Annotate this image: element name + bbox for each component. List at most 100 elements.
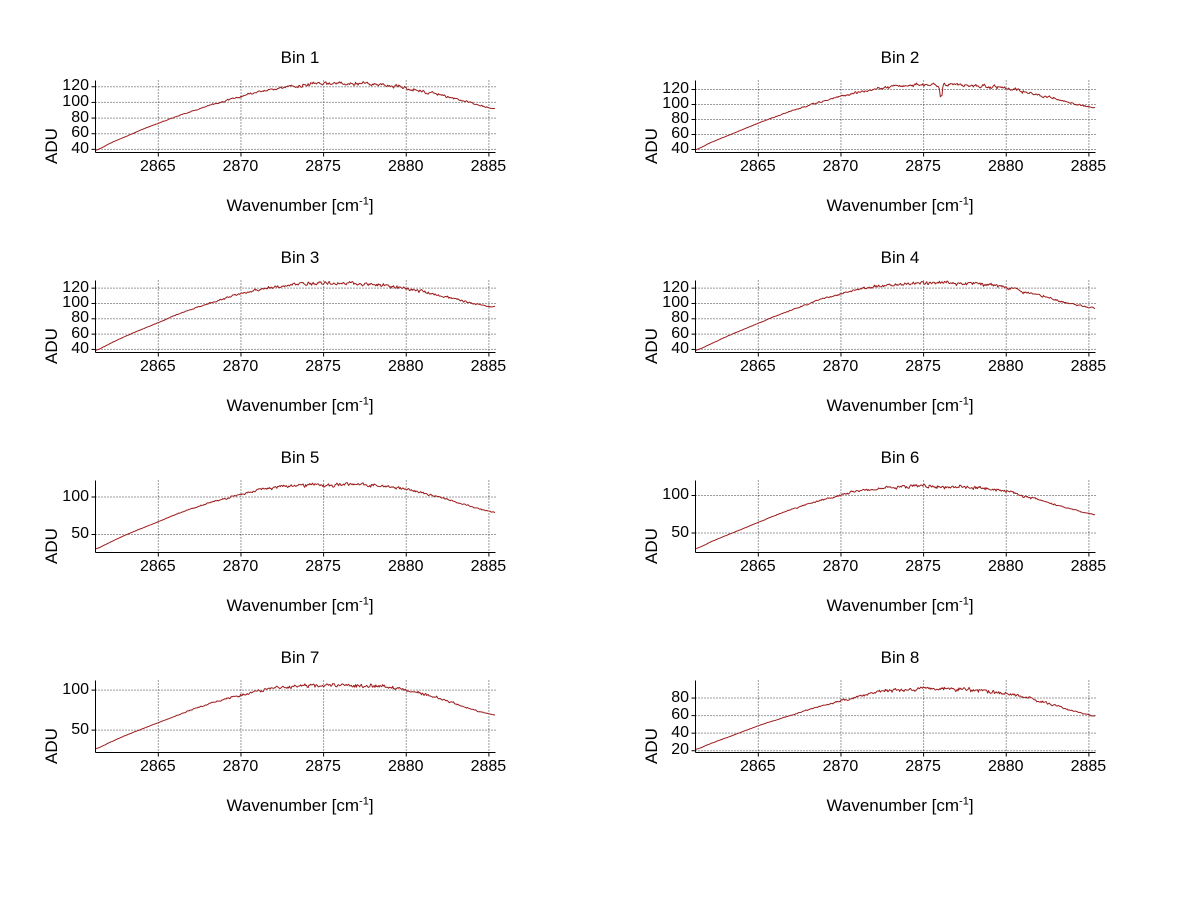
subplot-title: Bin 5: [280, 448, 320, 467]
x-tick-label: 2870: [822, 158, 859, 175]
y-tick-label: 60: [671, 706, 689, 724]
x-axis-label-exponent: -1: [959, 795, 969, 808]
y-tick-label: 80: [671, 688, 689, 706]
x-tick-label: 2865: [740, 358, 776, 375]
y-tick-label: 60: [671, 324, 689, 342]
y-tick-label: 100: [662, 486, 689, 503]
axis-spines: [91, 80, 496, 157]
x-tick-label: 2870: [822, 558, 859, 575]
x-axis-label-exponent: -1: [359, 795, 369, 808]
x-tick-label: 2885: [470, 358, 507, 375]
x-axis-label: Wavenumber [cm-1]: [695, 796, 1105, 816]
y-tick-label: 100: [62, 487, 89, 505]
x-tick-labels: 2865 2870 2875 2880 2885: [695, 158, 1106, 180]
data-series-line: [94, 81, 496, 151]
gridlines: [695, 80, 1096, 153]
x-axis-label-text: Wavenumber [cm: [826, 196, 960, 215]
y-tick-label: 80: [71, 309, 89, 327]
x-axis-label-bracket: ]: [968, 396, 974, 415]
x-tick-label: 2865: [140, 558, 176, 575]
y-tick-labels: 40 60 80 100 120: [640, 279, 692, 356]
y-tick-label: 50: [71, 525, 89, 542]
x-tick-label: 2870: [222, 758, 259, 775]
plot-area: [691, 280, 1096, 357]
x-tick-label: 2885: [470, 558, 507, 575]
gridlines: [95, 280, 496, 353]
x-axis-label-text: Wavenumber [cm: [826, 596, 960, 615]
y-tick-label: 60: [71, 124, 89, 142]
x-axis-label-exponent: -1: [359, 595, 369, 608]
x-tick-label: 2875: [905, 358, 941, 375]
x-axis-label-exponent: -1: [959, 595, 969, 608]
plot-area: [91, 280, 496, 357]
x-axis-label-bracket: ]: [968, 596, 974, 615]
axis-spines: [91, 480, 496, 557]
subplot-bin-1: Bin 1 ADU Wavenumber [cm-1] 40 60 80 100 120 286…: [0, 48, 600, 248]
x-tick-label: 2880: [387, 158, 424, 175]
x-tick-label: 2875: [305, 558, 341, 575]
y-tick-label: 40: [671, 723, 689, 741]
x-axis-label: Wavenumber [cm-1]: [95, 796, 505, 816]
y-tick-label: 40: [671, 339, 689, 357]
x-tick-label: 2875: [905, 758, 941, 775]
x-tick-label: 2875: [305, 758, 341, 775]
subplot-bin-2: Bin 2 ADU Wavenumber [cm-1] 40 60 80 100 120 286…: [600, 48, 1200, 248]
data-series-line: [694, 280, 1096, 351]
gridlines: [95, 680, 496, 753]
data-series-line: [694, 483, 1096, 550]
subplot-title: Bin 7: [280, 648, 320, 667]
x-tick-label: 2865: [140, 158, 176, 175]
y-tick-label: 120: [62, 77, 89, 95]
subplot-bin-8: Bin 8 ADU Wavenumber [cm-1] 20 40 60 80 2865 287…: [600, 648, 1200, 848]
x-tick-labels: 2865 2870 2875 2880 2885: [95, 558, 506, 580]
x-axis-label: Wavenumber [cm-1]: [95, 596, 505, 616]
y-tick-label: 100: [62, 92, 89, 110]
x-tick-label: 2880: [987, 758, 1024, 775]
x-axis-label-text: Wavenumber [cm: [226, 396, 360, 415]
y-tick-label: 100: [62, 293, 89, 311]
x-tick-label: 2885: [1070, 158, 1107, 175]
x-tick-label: 2875: [905, 558, 941, 575]
x-tick-labels: 2865 2870 2875 2880 2885: [695, 758, 1106, 780]
plot-area: [691, 680, 1096, 757]
x-axis-label: Wavenumber [cm-1]: [95, 196, 505, 216]
y-tick-label: 80: [71, 108, 89, 126]
y-tick-label: 40: [71, 139, 89, 157]
y-tick-labels: 40 60 80 100 120: [40, 279, 92, 356]
subplot-title: Bin 3: [280, 248, 320, 267]
y-tick-label: 100: [62, 680, 89, 698]
x-axis-label-bracket: ]: [968, 196, 974, 215]
x-tick-label: 2870: [822, 358, 859, 375]
y-tick-label: 50: [671, 523, 689, 541]
x-tick-label: 2880: [987, 158, 1024, 175]
gridlines: [695, 480, 1096, 553]
x-tick-label: 2880: [387, 758, 424, 775]
plot-area: [691, 480, 1096, 557]
x-axis-label-text: Wavenumber [cm: [826, 796, 960, 815]
x-tick-label: 2875: [305, 358, 341, 375]
gridlines: [95, 480, 496, 553]
x-axis-label-bracket: ]: [368, 796, 374, 815]
axis-spines: [91, 280, 496, 357]
x-tick-label: 2880: [987, 358, 1024, 375]
plot-area: [691, 80, 1096, 157]
y-tick-label: 120: [662, 80, 689, 97]
y-tick-label: 60: [671, 125, 689, 142]
x-axis-label: Wavenumber [cm-1]: [95, 396, 505, 416]
x-axis-label-bracket: ]: [968, 796, 974, 815]
x-tick-label: 2875: [905, 158, 941, 175]
gridlines: [695, 280, 1096, 353]
x-tick-label: 2865: [740, 158, 776, 175]
x-tick-label: 2875: [305, 158, 341, 175]
x-tick-label: 2870: [222, 358, 259, 375]
x-axis-label-bracket: ]: [368, 396, 374, 415]
axis-spines: [691, 680, 1096, 757]
subplot-title: Bin 8: [880, 648, 920, 667]
x-axis-label-bracket: ]: [368, 196, 374, 215]
data-series-line: [94, 280, 496, 351]
x-tick-label: 2880: [987, 558, 1024, 575]
x-axis-label: Wavenumber [cm-1]: [695, 196, 1105, 216]
subplot-bin-3: Bin 3 ADU Wavenumber [cm-1] 40 60 80 100 120 286…: [0, 248, 600, 448]
axis-spines: [91, 680, 496, 757]
plot-area: [91, 680, 496, 757]
